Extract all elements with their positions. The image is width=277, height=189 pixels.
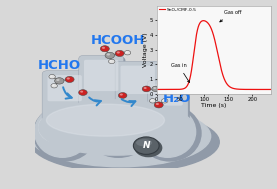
FancyBboxPatch shape bbox=[44, 72, 89, 130]
Circle shape bbox=[56, 79, 60, 81]
Circle shape bbox=[118, 93, 127, 98]
Ellipse shape bbox=[47, 104, 165, 136]
Text: Gas in: Gas in bbox=[171, 63, 189, 82]
Circle shape bbox=[161, 86, 170, 92]
Circle shape bbox=[49, 74, 55, 79]
Text: HCHO: HCHO bbox=[38, 59, 81, 72]
FancyBboxPatch shape bbox=[79, 55, 124, 124]
Ellipse shape bbox=[30, 112, 219, 173]
Circle shape bbox=[79, 90, 87, 95]
Circle shape bbox=[67, 77, 70, 80]
Text: HCOOH: HCOOH bbox=[91, 34, 145, 47]
Ellipse shape bbox=[144, 112, 183, 143]
Circle shape bbox=[163, 99, 165, 101]
FancyBboxPatch shape bbox=[120, 66, 155, 94]
Ellipse shape bbox=[39, 100, 194, 155]
Circle shape bbox=[144, 87, 147, 89]
Ellipse shape bbox=[35, 106, 91, 157]
Circle shape bbox=[51, 84, 57, 88]
Circle shape bbox=[153, 87, 156, 89]
Circle shape bbox=[100, 46, 109, 52]
FancyBboxPatch shape bbox=[42, 71, 87, 129]
Circle shape bbox=[152, 86, 160, 92]
Circle shape bbox=[161, 99, 168, 103]
Circle shape bbox=[134, 137, 159, 154]
FancyBboxPatch shape bbox=[153, 84, 183, 106]
Circle shape bbox=[50, 75, 52, 77]
Ellipse shape bbox=[83, 95, 154, 157]
Text: H₂O: H₂O bbox=[162, 92, 191, 105]
X-axis label: Time (s): Time (s) bbox=[201, 103, 227, 108]
Circle shape bbox=[120, 94, 123, 96]
Ellipse shape bbox=[35, 108, 198, 152]
Text: N: N bbox=[142, 141, 150, 150]
Circle shape bbox=[125, 51, 128, 53]
Ellipse shape bbox=[136, 139, 152, 146]
Circle shape bbox=[151, 99, 153, 101]
FancyBboxPatch shape bbox=[80, 57, 125, 125]
Circle shape bbox=[156, 103, 159, 105]
Circle shape bbox=[115, 50, 124, 57]
Y-axis label: Voltage (V): Voltage (V) bbox=[143, 32, 148, 67]
Ellipse shape bbox=[140, 106, 196, 157]
Circle shape bbox=[110, 60, 112, 62]
Ellipse shape bbox=[30, 106, 211, 167]
Ellipse shape bbox=[89, 103, 134, 138]
Legend: SnO₂/CMF-0.5: SnO₂/CMF-0.5 bbox=[158, 7, 198, 13]
FancyBboxPatch shape bbox=[84, 60, 118, 91]
Circle shape bbox=[117, 51, 120, 53]
Circle shape bbox=[142, 86, 151, 92]
Circle shape bbox=[109, 59, 115, 64]
Circle shape bbox=[55, 78, 64, 84]
Circle shape bbox=[105, 52, 114, 59]
Ellipse shape bbox=[139, 106, 201, 161]
FancyBboxPatch shape bbox=[117, 63, 162, 125]
Circle shape bbox=[150, 99, 156, 103]
Circle shape bbox=[102, 47, 105, 49]
Text: Gas off: Gas off bbox=[220, 10, 241, 22]
Circle shape bbox=[134, 138, 162, 157]
FancyBboxPatch shape bbox=[48, 75, 82, 101]
Text: CO₂: CO₂ bbox=[162, 74, 189, 88]
Circle shape bbox=[65, 76, 74, 82]
Ellipse shape bbox=[39, 112, 78, 143]
Circle shape bbox=[107, 53, 110, 56]
Circle shape bbox=[154, 102, 163, 108]
Circle shape bbox=[124, 51, 131, 55]
Ellipse shape bbox=[84, 95, 148, 154]
Circle shape bbox=[52, 84, 54, 86]
FancyBboxPatch shape bbox=[115, 61, 160, 124]
Circle shape bbox=[80, 91, 83, 93]
Circle shape bbox=[163, 87, 166, 89]
Ellipse shape bbox=[34, 106, 96, 161]
FancyBboxPatch shape bbox=[147, 80, 188, 128]
FancyBboxPatch shape bbox=[149, 82, 190, 130]
